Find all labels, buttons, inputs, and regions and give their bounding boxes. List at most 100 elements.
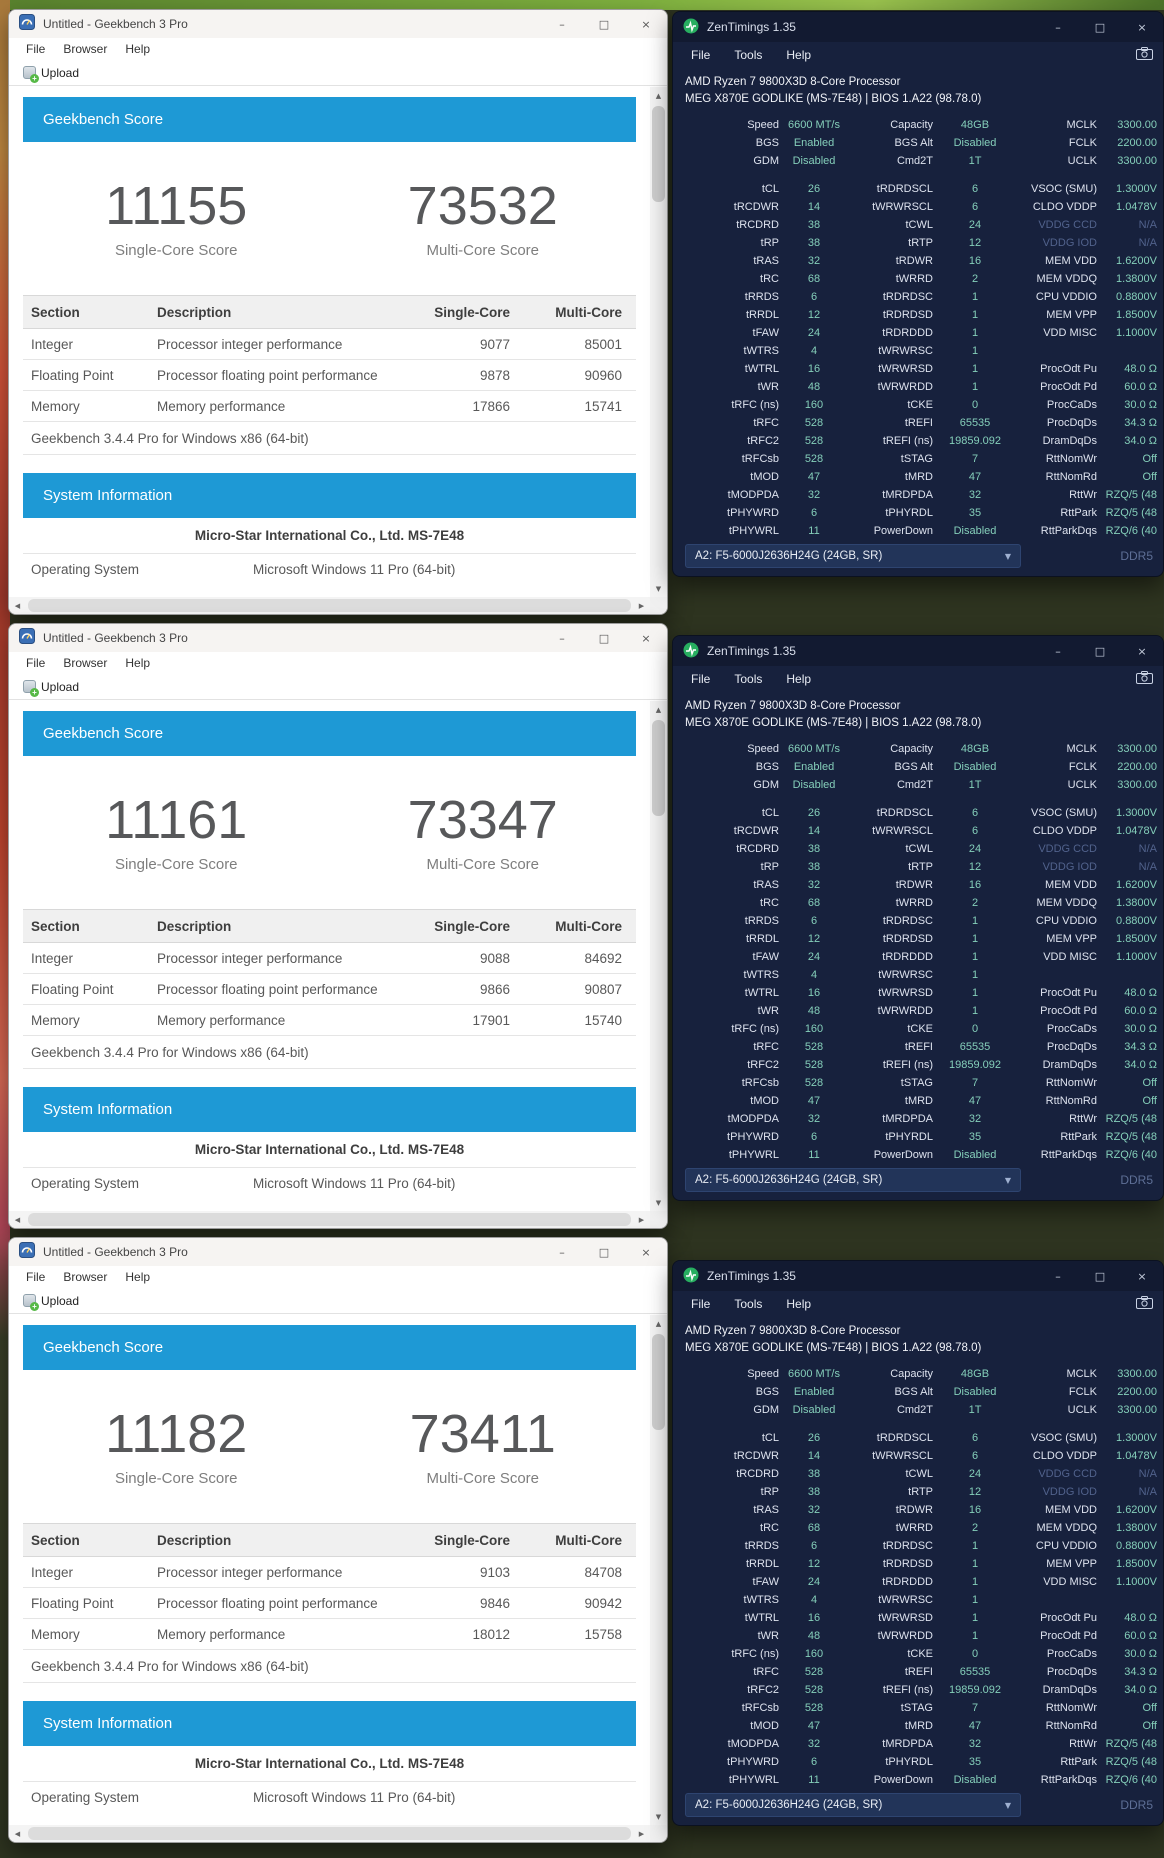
close-button[interactable]: × [1121, 636, 1163, 666]
timing-value: 6 [810, 1131, 818, 1143]
timing-label: tMOD [750, 1095, 779, 1107]
timing-value: 47 [807, 1095, 821, 1107]
horizontal-scrollbar-thumb[interactable] [28, 599, 631, 612]
maximize-button[interactable]: □ [583, 10, 625, 38]
timing-value: N/A [1138, 219, 1157, 231]
timing-value: 32 [807, 1504, 821, 1516]
timing-value: 19859.092 [949, 435, 1001, 447]
dimm-selector[interactable]: A2: F5-6000J2636H24G (24GB, SR) ▼ [685, 1793, 1021, 1817]
timing-label: tRDRDSCL [876, 1432, 933, 1444]
menu-browser[interactable]: Browser [63, 42, 108, 56]
timing-value: 2200.00 [1117, 1386, 1157, 1398]
menu-file[interactable]: File [26, 656, 46, 670]
timing-label: tWRWRSD [878, 1612, 933, 1624]
scroll-right-button[interactable]: ▶ [638, 1829, 645, 1838]
menu-tools[interactable]: Tools [734, 672, 763, 686]
menu-tools[interactable]: Tools [734, 1297, 763, 1311]
timing-value: 1 [971, 1558, 979, 1570]
vertical-scrollbar-thumb[interactable] [652, 720, 665, 816]
horizontal-scrollbar[interactable]: ◀ ▶ [9, 1825, 650, 1842]
minimize-button[interactable]: – [541, 624, 583, 652]
screenshot-button[interactable] [1134, 669, 1155, 689]
timing-value: Disabled [953, 1386, 997, 1398]
maximize-button[interactable]: □ [1079, 1261, 1121, 1291]
menu-file[interactable]: File [691, 672, 711, 686]
timing-label [1017, 966, 1097, 984]
menu-browser[interactable]: Browser [63, 656, 108, 670]
scroll-down-button[interactable]: ▼ [655, 584, 662, 593]
timing-label: MCLK [1066, 119, 1097, 131]
timing-label: tPHYRDL [885, 507, 933, 519]
menu-file[interactable]: File [26, 1270, 46, 1284]
timing-label: tWRWRSD [878, 987, 933, 999]
timing-label: tWR [757, 381, 779, 393]
maximize-button[interactable]: □ [1079, 12, 1121, 42]
menu-file[interactable]: File [26, 42, 46, 56]
timing-label: GDM [753, 779, 779, 791]
scroll-right-button[interactable]: ▶ [638, 1215, 645, 1224]
minimize-button[interactable]: – [1037, 12, 1079, 42]
close-button[interactable]: × [625, 1238, 667, 1266]
scroll-left-button[interactable]: ◀ [14, 601, 21, 610]
menu-browser[interactable]: Browser [63, 1270, 108, 1284]
timing-value: Enabled [793, 137, 835, 149]
menu-help[interactable]: Help [125, 42, 151, 56]
dimm-selector[interactable]: A2: F5-6000J2636H24G (24GB, SR) ▼ [685, 1168, 1021, 1192]
timing-value: 11 [808, 1149, 820, 1161]
maximize-button[interactable]: □ [1079, 636, 1121, 666]
minimize-button[interactable]: – [541, 1238, 583, 1266]
horizontal-scrollbar[interactable]: ◀ ▶ [9, 597, 650, 614]
menu-file[interactable]: File [691, 1297, 711, 1311]
maximize-button[interactable]: □ [583, 624, 625, 652]
scroll-left-button[interactable]: ◀ [14, 1215, 21, 1224]
timing-value: 1.8500V [1116, 1558, 1157, 1570]
minimize-button[interactable]: – [541, 10, 583, 38]
timing-value: 24 [807, 1576, 821, 1588]
close-button[interactable]: × [1121, 1261, 1163, 1291]
scroll-down-button[interactable]: ▼ [655, 1812, 662, 1821]
horizontal-scrollbar-thumb[interactable] [28, 1213, 631, 1226]
scroll-up-button[interactable]: ▲ [655, 705, 662, 714]
window-title: ZenTimings 1.35 [707, 20, 796, 34]
minimize-button[interactable]: – [1037, 1261, 1079, 1291]
timing-value: 30.0 Ω [1124, 1648, 1157, 1660]
scroll-up-button[interactable]: ▲ [655, 91, 662, 100]
vertical-scrollbar[interactable]: ▲ ▼ [650, 87, 667, 597]
close-button[interactable]: × [625, 624, 667, 652]
scroll-left-button[interactable]: ◀ [14, 1829, 21, 1838]
table-cell: Processor integer performance [157, 950, 343, 966]
timing-value: 1 [971, 951, 979, 963]
menu-file[interactable]: File [691, 48, 711, 62]
screenshot-button[interactable] [1134, 45, 1155, 65]
vertical-scrollbar-thumb[interactable] [652, 106, 665, 202]
menu-tools[interactable]: Tools [734, 48, 763, 62]
minimize-button[interactable]: – [1037, 636, 1079, 666]
menu-help[interactable]: Help [125, 1270, 151, 1284]
vertical-scrollbar[interactable]: ▲ ▼ [650, 701, 667, 1211]
scroll-down-button[interactable]: ▼ [655, 1198, 662, 1207]
geekbench-score-banner: Geekbench Score [23, 97, 636, 142]
scroll-up-button[interactable]: ▲ [655, 1319, 662, 1328]
timing-value: 24 [968, 219, 982, 231]
close-button[interactable]: × [1121, 12, 1163, 42]
results-table: Section Description Single-Core Multi-Co… [23, 1523, 636, 1683]
menu-help[interactable]: Help [125, 656, 151, 670]
horizontal-scrollbar[interactable]: ◀ ▶ [9, 1211, 650, 1228]
menu-help[interactable]: Help [786, 48, 812, 62]
close-button[interactable]: × [625, 10, 667, 38]
screenshot-button[interactable] [1134, 1294, 1155, 1314]
maximize-button[interactable]: □ [583, 1238, 625, 1266]
dimm-selector[interactable]: A2: F5-6000J2636H24G (24GB, SR) ▼ [685, 544, 1021, 568]
horizontal-scrollbar-thumb[interactable] [28, 1827, 631, 1840]
menu-help[interactable]: Help [786, 672, 812, 686]
scroll-right-button[interactable]: ▶ [638, 601, 645, 610]
vertical-scrollbar[interactable]: ▲ ▼ [650, 1315, 667, 1825]
upload-button[interactable]: Upload [17, 1292, 85, 1311]
timing-label: tCKE [907, 1023, 933, 1035]
menu-help[interactable]: Help [786, 1297, 812, 1311]
vertical-scrollbar-thumb[interactable] [652, 1334, 665, 1430]
upload-button[interactable]: Upload [17, 678, 85, 697]
timing-value: 1 [971, 1594, 979, 1606]
upload-button[interactable]: Upload [17, 64, 85, 83]
timing-label: Speed [747, 119, 779, 131]
